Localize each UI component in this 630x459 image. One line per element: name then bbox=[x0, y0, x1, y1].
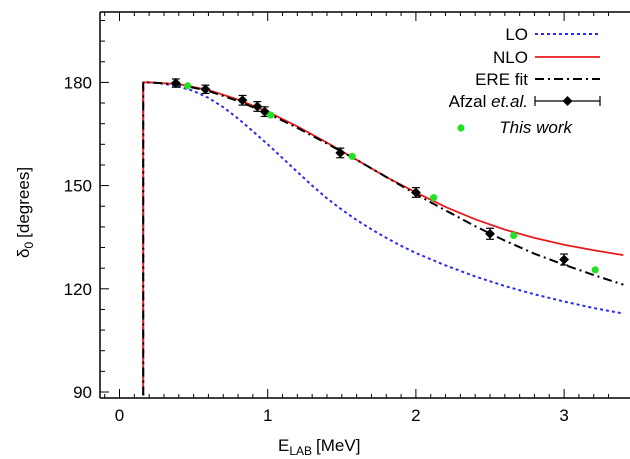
legend-label-afzal: Afzal et.al. bbox=[449, 92, 528, 111]
y-tick-label: 150 bbox=[64, 177, 92, 196]
y-axis-title: δ0 [degrees] bbox=[14, 167, 36, 258]
y-axis-title-main: δ bbox=[14, 249, 33, 258]
y-tick-label: 180 bbox=[64, 73, 92, 92]
y-tick-label: 120 bbox=[64, 280, 92, 299]
afzal-point bbox=[485, 228, 495, 239]
series-layer bbox=[142, 78, 624, 396]
this-work-point bbox=[510, 231, 518, 240]
x-tick-label: 0 bbox=[115, 406, 124, 425]
this-work-point bbox=[348, 152, 356, 160]
x-tick-label: 1 bbox=[263, 406, 272, 425]
y-axis-title-unit: [degrees] bbox=[14, 167, 33, 238]
afzal-point bbox=[237, 95, 248, 106]
this-work-point bbox=[430, 194, 438, 202]
legend-label-afzal-italic: et.al. bbox=[491, 92, 528, 111]
y-axis-title-sub: 0 bbox=[22, 242, 36, 249]
legend-label-thiswork: This work bbox=[499, 118, 573, 137]
afzal-point bbox=[410, 187, 421, 198]
this-work-point bbox=[591, 266, 599, 274]
afzal-point bbox=[252, 101, 263, 112]
afzal-point bbox=[559, 254, 570, 265]
y-tick-label: 90 bbox=[73, 383, 92, 402]
afzal-point bbox=[170, 78, 181, 89]
this-work-point bbox=[184, 82, 192, 90]
afzal-point bbox=[200, 84, 211, 95]
x-tick-label: 2 bbox=[411, 406, 420, 425]
legend-label-afzal-main: Afzal bbox=[449, 92, 492, 111]
x-axis-title-main: E bbox=[278, 436, 289, 455]
legend-sample-thiswork bbox=[457, 124, 465, 132]
legend-sample-afzal-marker bbox=[562, 96, 573, 106]
axis-frame bbox=[99, 11, 630, 399]
x-axis-title-unit: [MeV] bbox=[316, 436, 360, 455]
x-axis-title: ELAB [MeV] bbox=[278, 436, 360, 458]
x-tick-label: 3 bbox=[559, 406, 568, 425]
this-work-point bbox=[267, 111, 275, 119]
afzal-point bbox=[335, 147, 346, 158]
legend-label-nlo: NLO bbox=[493, 48, 528, 67]
legend-label-lo: LO bbox=[505, 25, 528, 44]
legend: LO NLO ERE fit Afzal et.al. This work bbox=[449, 25, 601, 137]
legend-label-ere: ERE fit bbox=[475, 70, 528, 89]
x-axis-title-sub: LAB bbox=[289, 444, 312, 458]
tick-layer: 0 1 2 3 90 120 150 180 bbox=[64, 12, 610, 425]
